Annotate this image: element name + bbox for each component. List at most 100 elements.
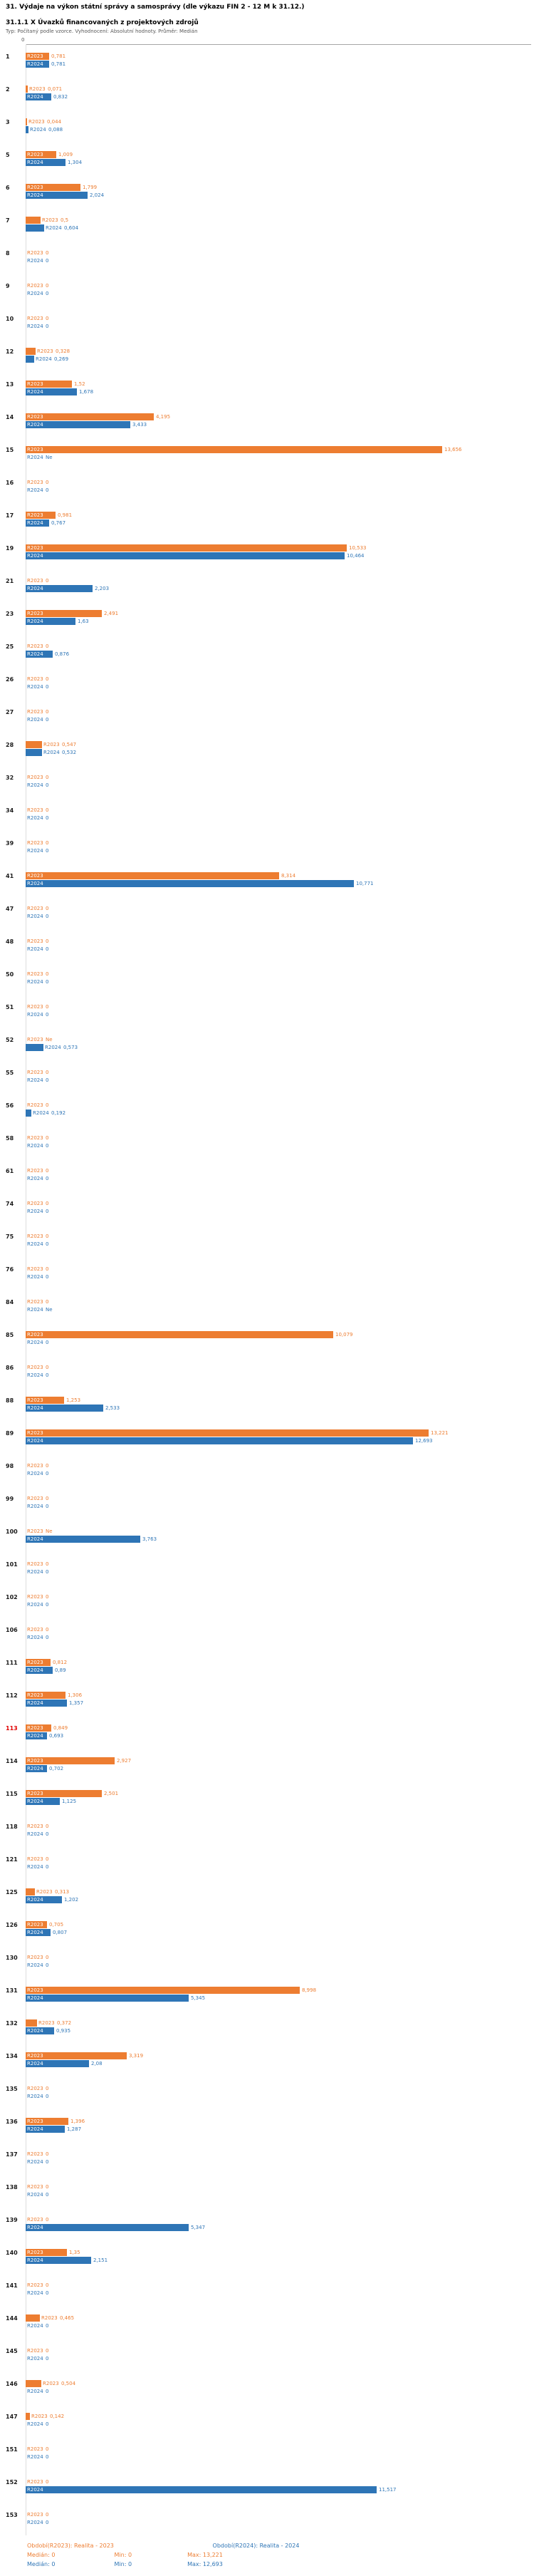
bar-r2024 (26, 1109, 31, 1117)
bar-value: 10,771 (356, 881, 374, 886)
series-label: R2023 (27, 152, 43, 157)
bar-line-r2024: R2024 0 (26, 978, 534, 986)
bar-value: 0 (46, 1856, 49, 1862)
bar-value: 0 (46, 848, 49, 854)
chart-row: 112 R2023 1,306 R2024 1,357 (0, 1683, 534, 1716)
series-label: R2024 (27, 1077, 43, 1083)
bar-value: 0 (46, 1233, 49, 1239)
bar-r2023 (26, 381, 72, 388)
bar-line-r2024: R2024 0,702 (26, 1765, 534, 1772)
bar-r2024 (26, 2257, 91, 2264)
bar-line-r2023: R2023 0,849 (26, 1724, 534, 1732)
series-label: R2023 (27, 1463, 43, 1469)
bar-value: 0 (46, 1102, 49, 1108)
chart-row: 132 R2023 0,372 R2024 0,935 (0, 2011, 534, 2044)
row-bars: R2023 0,044 R2024 0,088 (26, 110, 534, 143)
bar-line-r2023: R2023 Ne (26, 1036, 534, 1043)
chart-row: 98 R2023 0 R2024 0 (0, 1454, 534, 1486)
row-number: 26 (6, 676, 14, 683)
chart-row: 25 R2023 0 R2024 0,876 (0, 634, 534, 667)
series-label: R2024 (27, 258, 43, 264)
row-number: 112 (6, 1692, 18, 1699)
bar-value: 0 (46, 2446, 49, 2452)
series-label: R2023 (27, 545, 43, 551)
row-number: 99 (6, 1496, 14, 1502)
chart-row: 13 R2023 1,52 R2024 1,678 (0, 372, 534, 405)
bar-r2024 (26, 519, 49, 527)
bar-value: 2,08 (91, 2061, 103, 2067)
row-number: 141 (6, 2282, 18, 2289)
bar-value: 0,5 (61, 217, 69, 223)
bar-line-r2023: R2023 0 (26, 1495, 534, 1502)
bar-value: 0,328 (56, 348, 70, 354)
bar-value: 0,767 (51, 520, 66, 526)
chart-row: 125 R2023 0,313 R2024 1,202 (0, 1880, 534, 1913)
bar-line-r2024: R2024 10,464 (26, 552, 534, 559)
row-number: 16 (6, 480, 14, 486)
bar-value: 0 (46, 2512, 49, 2518)
bar-line-r2023: R2023 1,52 (26, 381, 534, 388)
bar-value: 1,35 (69, 2250, 80, 2255)
series-label: R2024 (27, 2487, 43, 2493)
bar-line-r2023: R2023 0 (26, 1364, 534, 1371)
bar-line-r2024: R2024 0,935 (26, 2027, 534, 2034)
bar-line-r2023: R2023 13,656 (26, 446, 534, 453)
chart-row: 147 R2023 0,142 R2024 0 (0, 2404, 534, 2437)
row-number: 47 (6, 906, 14, 912)
bar-value: Ne (46, 455, 53, 460)
bar-line-r2023: R2023 0 (26, 1298, 534, 1305)
bar-value: 0,088 (48, 127, 63, 133)
series-label: R2023 (43, 2381, 59, 2386)
series-label: R2023 (27, 2512, 43, 2518)
chart-row: 144 R2023 0,465 R2024 0 (0, 2306, 534, 2339)
bar-value: 10,079 (335, 1332, 353, 1338)
bar-line-r2024: R2024 0 (26, 913, 534, 920)
bar-line-r2024: R2024 0 (26, 1241, 534, 1248)
row-bars: R2023 0 R2024 0 (26, 470, 534, 503)
series-label: R2023 (27, 2086, 43, 2091)
bar-value: 0 (46, 906, 49, 911)
bar-value: 0 (46, 2479, 49, 2485)
bar-line-r2023: R2023 0 (26, 1233, 534, 1240)
bar-value: 0 (46, 2323, 49, 2329)
bar-r2024 (26, 1929, 51, 1936)
bar-line-r2023: R2023 0 (26, 2478, 534, 2486)
row-number: 86 (6, 1365, 14, 1371)
bar-line-r2024: R2024 0 (26, 323, 534, 330)
bar-r2023 (26, 1757, 115, 1764)
bar-value: 0 (46, 775, 49, 780)
row-number: 6 (6, 185, 10, 191)
bar-line-r2023: R2023 2,927 (26, 1757, 534, 1764)
series-label: R2023 (27, 480, 43, 485)
series-label: R2023 (41, 2315, 58, 2321)
bar-line-r2023: R2023 0,328 (26, 348, 534, 355)
row-number: 125 (6, 1889, 18, 1895)
bar-line-r2023: R2023 0,705 (26, 1921, 534, 1928)
series-label: R2024 (27, 160, 43, 165)
axis-zero-label: 0 (21, 37, 25, 43)
bar-value: 0 (46, 979, 49, 985)
chart-row: 138 R2023 0 R2024 0 (0, 2175, 534, 2208)
row-number: 19 (6, 545, 14, 552)
bar-value: 0 (46, 487, 49, 493)
series-label: R2024 (27, 455, 43, 460)
bar-line-r2024: R2024 3,763 (26, 1536, 534, 1543)
series-label: R2023 (27, 1856, 43, 1862)
series-label: R2023 (27, 578, 43, 584)
row-bars: R2023 0 R2024 0 (26, 2437, 534, 2470)
series-label: R2023 (27, 250, 43, 256)
row-number: 58 (6, 1135, 14, 1142)
bar-value: 0,573 (63, 1045, 78, 1050)
row-bars: R2023 0 R2024 0 (26, 929, 534, 962)
bar-line-r2024: R2024 0 (26, 1962, 534, 1969)
row-number: 25 (6, 643, 14, 650)
series-label: R2024 (27, 2257, 43, 2263)
row-number: 113 (6, 1725, 18, 1732)
bar-chart: 0 1 R2023 0,781 R2024 0,781 2 R2023 0,071 R2024 0… (0, 37, 534, 2535)
row-number: 17 (6, 512, 14, 519)
row-bars: R2023 0,849 R2024 0,693 (26, 1716, 534, 1749)
chart-row: 134 R2023 3,319 R2024 2,08 (0, 2044, 534, 2076)
chart-row: 39 R2023 0 R2024 0 (0, 831, 534, 864)
series-label: R2023 (27, 1397, 43, 1403)
